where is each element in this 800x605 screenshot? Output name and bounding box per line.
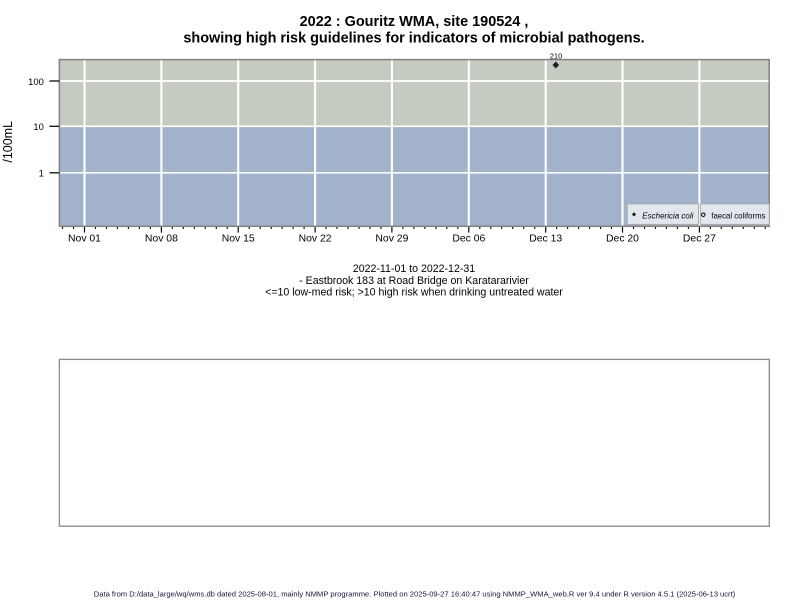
svg-text:2022 : Gouritz WMA, site 19052: 2022 : Gouritz WMA, site 190524 ,	[300, 14, 529, 30]
svg-text:1: 1	[39, 168, 44, 179]
svg-text:Data from D:/data_large/wq/wms: Data from D:/data_large/wq/wms.db dated …	[94, 589, 736, 598]
svg-text:2022-11-01 to 2022-12-31: 2022-11-01 to 2022-12-31	[353, 263, 475, 275]
svg-text:/100mL: /100mL	[1, 121, 15, 163]
svg-text:- Eastbrook 183 at Road Bridge: - Eastbrook 183 at Road Bridge on Karata…	[299, 275, 529, 287]
svg-text:Nov 29: Nov 29	[375, 233, 408, 244]
svg-text:10: 10	[33, 121, 43, 132]
svg-text:Nov 08: Nov 08	[145, 233, 178, 244]
svg-text:Dec 27: Dec 27	[683, 233, 716, 244]
svg-text:Dec 13: Dec 13	[529, 233, 562, 244]
svg-text:100: 100	[28, 76, 44, 87]
svg-text:<=10 low-med risk; >10 high ri: <=10 low-med risk; >10 high risk when dr…	[265, 287, 563, 299]
svg-text:faecal coliforms: faecal coliforms	[711, 211, 765, 220]
svg-text:Dec 20: Dec 20	[606, 233, 639, 244]
svg-text:showing high risk guidelines f: showing high risk guidelines for indicat…	[183, 30, 644, 46]
svg-text:Eschericia coli: Eschericia coli	[642, 211, 693, 220]
svg-text:Nov 22: Nov 22	[299, 233, 332, 244]
svg-text:210: 210	[550, 52, 563, 61]
svg-text:Nov 01: Nov 01	[68, 233, 101, 244]
svg-text:Nov 15: Nov 15	[222, 233, 255, 244]
svg-text:Dec 06: Dec 06	[452, 233, 485, 244]
